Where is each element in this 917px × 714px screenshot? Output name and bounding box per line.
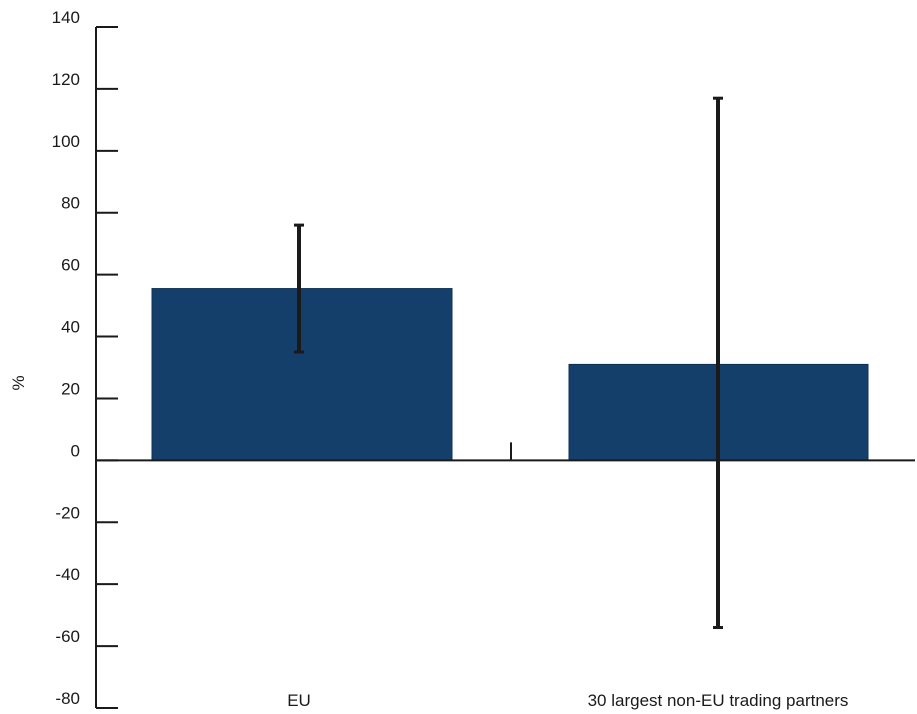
category-label: EU	[287, 691, 311, 710]
y-tick-label: -60	[55, 627, 80, 646]
y-tick-label: -40	[55, 565, 80, 584]
error-bars-group	[294, 96, 723, 630]
y-tick-label: 20	[61, 379, 80, 398]
y-tick-label: 100	[52, 132, 80, 151]
bar	[151, 288, 453, 461]
y-tick-label: 140	[52, 8, 80, 27]
y-tick-label: -80	[55, 689, 80, 708]
y-tick-label: 80	[61, 194, 80, 213]
y-tick-label: 0	[71, 441, 80, 460]
y-tick-label: -20	[55, 503, 80, 522]
y-tick-label: 40	[61, 318, 80, 337]
category-label: 30 largest non-EU trading partners	[588, 691, 849, 710]
y-axis-ticks: 140 120 100 80 60 40 20 0 -20 -40 -60 -80	[52, 8, 118, 709]
x-axis-category-labels: EU 30 largest non-EU trading partners	[287, 691, 848, 710]
y-tick-label: 60	[61, 256, 80, 275]
bars-group	[151, 288, 869, 461]
y-axis-title: %	[9, 375, 28, 390]
y-tick-label: 120	[52, 70, 80, 89]
